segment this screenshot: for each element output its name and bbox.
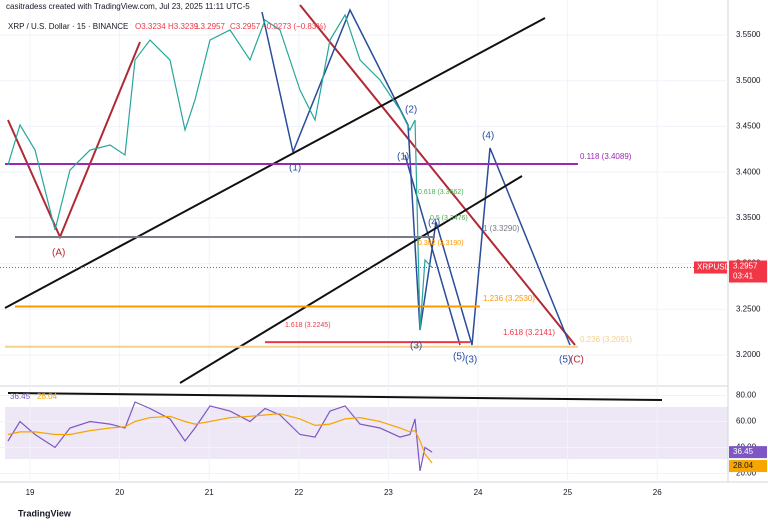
symbol-tag: [694, 261, 727, 274]
x-tick-label: 23: [384, 488, 393, 497]
y-tick-label: 3.2500: [736, 304, 761, 313]
ohlc-value: H3.3239: [168, 22, 199, 31]
symbol-tag-label: XRPUSD: [697, 263, 731, 272]
annotation: (5): [559, 355, 571, 366]
level-label: 1.618 (3.2141): [503, 328, 555, 337]
y-tick-label: 3.5000: [736, 76, 761, 85]
y-tick-label: 60.00: [736, 417, 757, 426]
brand: TradingView: [18, 508, 72, 518]
y-tick-label: 3.4500: [736, 122, 761, 131]
ohlc-value: L3.2957: [196, 22, 225, 31]
rsi-tag-label: 36.45: [733, 447, 754, 456]
symbol: XRP / U.S. Dollar · 15 · BINANCE: [8, 22, 128, 31]
price-tag-label: 3.2957: [733, 262, 758, 271]
y-tick-label: 20.00: [736, 469, 757, 478]
y-tick-label: 3.3500: [736, 213, 761, 222]
x-tick-label: 19: [26, 488, 35, 497]
annotation: (1): [289, 163, 301, 174]
rsi-tag: [729, 446, 767, 459]
x-tick-label: 21: [205, 488, 214, 497]
annotation: (3): [410, 341, 422, 352]
annotation: 0.618 (3.3662): [418, 189, 464, 196]
y-tick-label: 3.5500: [736, 30, 761, 39]
annotation: (A): [52, 248, 65, 259]
annotation: (4): [428, 218, 440, 229]
x-tick-label: 20: [115, 488, 124, 497]
rsi-band: [5, 407, 728, 459]
price-line: [7, 413, 433, 464]
annotation: (C): [570, 355, 584, 366]
annotation: (4): [482, 131, 494, 142]
price-tag: [729, 260, 767, 283]
level-label: 1.236 (3.2530): [483, 294, 535, 303]
annotation: 1.618 (3.2245): [285, 322, 331, 329]
rsi-legend: 28.04: [37, 392, 58, 401]
x-tick-label: 26: [653, 488, 662, 497]
y-tick-label: 3.2000: [736, 350, 761, 359]
annotation: 0.382 (3.3190): [418, 240, 464, 247]
wave-line: [299, 4, 576, 346]
rsi-tag: [729, 460, 767, 473]
x-tick-label: 25: [563, 488, 572, 497]
annotation: (5): [453, 352, 465, 363]
x-tick-label: 22: [294, 488, 303, 497]
channel-line: [179, 175, 523, 384]
level-label: 0.236 (3.2091): [580, 335, 632, 344]
ohlc-value: O3.3234: [135, 22, 166, 31]
level-label: 0.118 (3.4089): [580, 152, 632, 161]
price-line: [7, 13, 433, 331]
annotation: 0.5 (3.3476): [430, 215, 468, 222]
y-tick-label: 3.4000: [736, 167, 761, 176]
rsi-legend: 36.45: [10, 392, 31, 401]
rsi-tag-label: 28.04: [733, 461, 754, 470]
ohlc-value: C3.2957: [230, 22, 261, 31]
annotation: (2): [405, 105, 417, 116]
credit: casitradess created with TradingView.com…: [6, 2, 250, 11]
countdown: 03:41: [733, 272, 754, 281]
y-tick-label: 80.00: [736, 391, 757, 400]
x-tick-label: 24: [474, 488, 483, 497]
annotation: (1): [397, 152, 409, 163]
trend-line: [7, 392, 663, 401]
price-line: [7, 401, 433, 472]
ohlc: O3.3234 H3.3239 L3.2957 C3.2957 −0.0273 …: [135, 22, 326, 31]
wave-line: [404, 154, 461, 346]
ohlc-value: −0.0273 (−0.83%): [262, 22, 326, 31]
annotation: (3): [465, 355, 477, 366]
level-label: 1 (3.3290): [483, 224, 520, 233]
channel-line: [4, 17, 546, 309]
